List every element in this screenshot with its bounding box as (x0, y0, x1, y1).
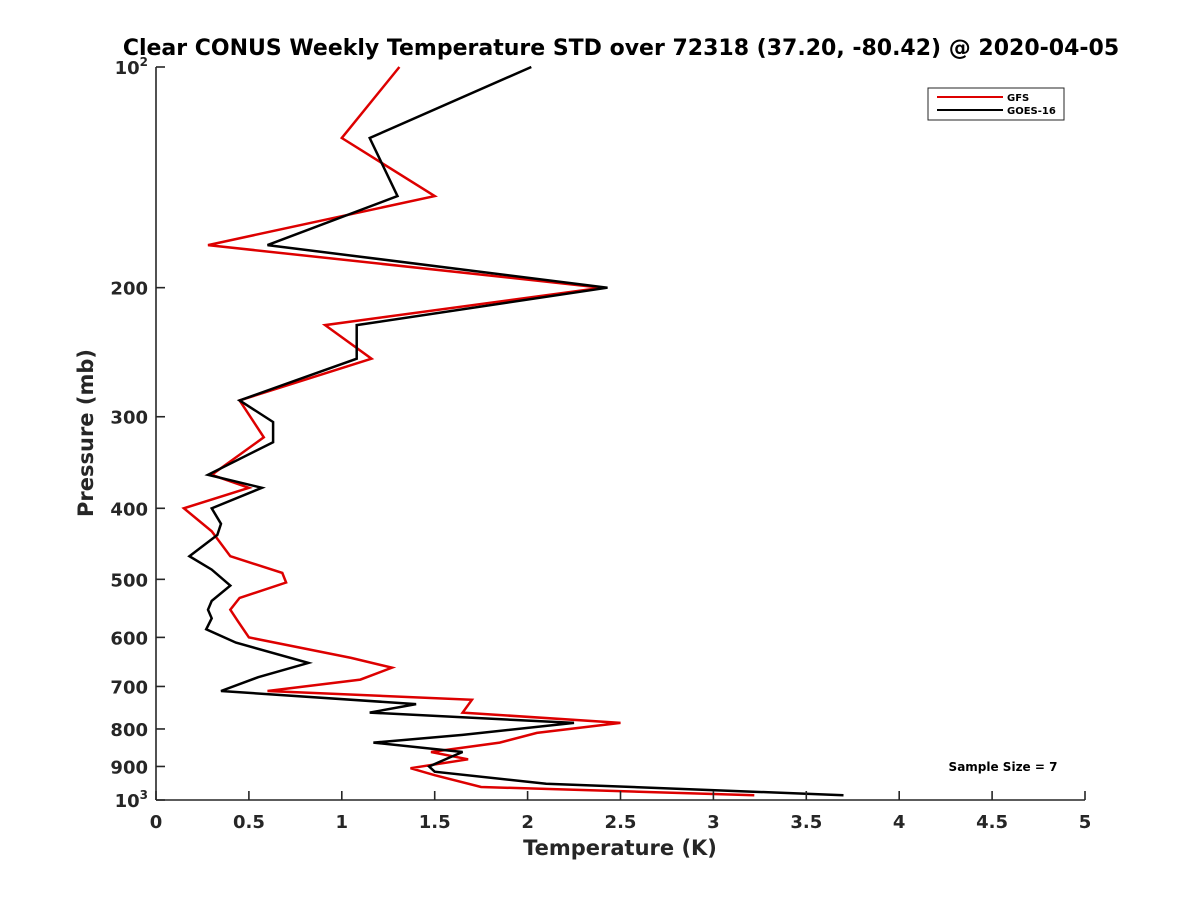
y-tick-label: 900 (110, 757, 148, 778)
plot-lines (181, 65, 844, 797)
y-tick-label: 700 (110, 677, 148, 698)
x-tick-label: 3 (707, 812, 720, 833)
x-ticks: 0 0.5 1 1.5 2 2.5 3 3.5 4 4.5 5 (150, 791, 1092, 833)
y-ticks: 102 200 300 400 500 600 700 800 900 103 (110, 55, 165, 812)
y-tick-label: 200 (110, 279, 148, 300)
x-tick-label: 4 (893, 812, 906, 833)
x-tick-label: 5 (1079, 812, 1092, 833)
series-line-gfs (181, 66, 755, 797)
x-tick-label: 1.5 (419, 812, 451, 833)
legend-label-goes16: GOES-16 (1007, 106, 1056, 117)
x-tick-label: 2 (521, 812, 534, 833)
y-tick-label: 600 (110, 628, 148, 649)
legend-label-gfs: GFS (1007, 93, 1029, 104)
y-tick-label: 300 (110, 408, 148, 429)
y-tick-label: 800 (110, 720, 148, 741)
legend-box (927, 87, 1065, 121)
x-tick-label: 0 (150, 812, 163, 833)
x-axis-label: Temperature (K) (523, 836, 717, 860)
series-line-goes16 (187, 65, 844, 797)
legend: GFS GOES-16 (927, 87, 1065, 121)
axes (155, 67, 1085, 801)
x-tick-label: 3.5 (790, 812, 822, 833)
y-tick-label: 500 (110, 570, 148, 591)
y-tick-label: 102 (115, 55, 148, 79)
y-axis-label: Pressure (mb) (74, 349, 98, 517)
y-tick-label: 103 (115, 788, 148, 812)
sample-size-annotation: Sample Size = 7 (949, 760, 1058, 774)
y-tick-label: 400 (110, 499, 148, 520)
x-tick-label: 4.5 (976, 812, 1008, 833)
x-tick-label: 0.5 (233, 812, 265, 833)
x-tick-label: 1 (336, 812, 349, 833)
chart-title: Clear CONUS Weekly Temperature STD over … (123, 36, 1119, 61)
x-tick-label: 2.5 (605, 812, 637, 833)
